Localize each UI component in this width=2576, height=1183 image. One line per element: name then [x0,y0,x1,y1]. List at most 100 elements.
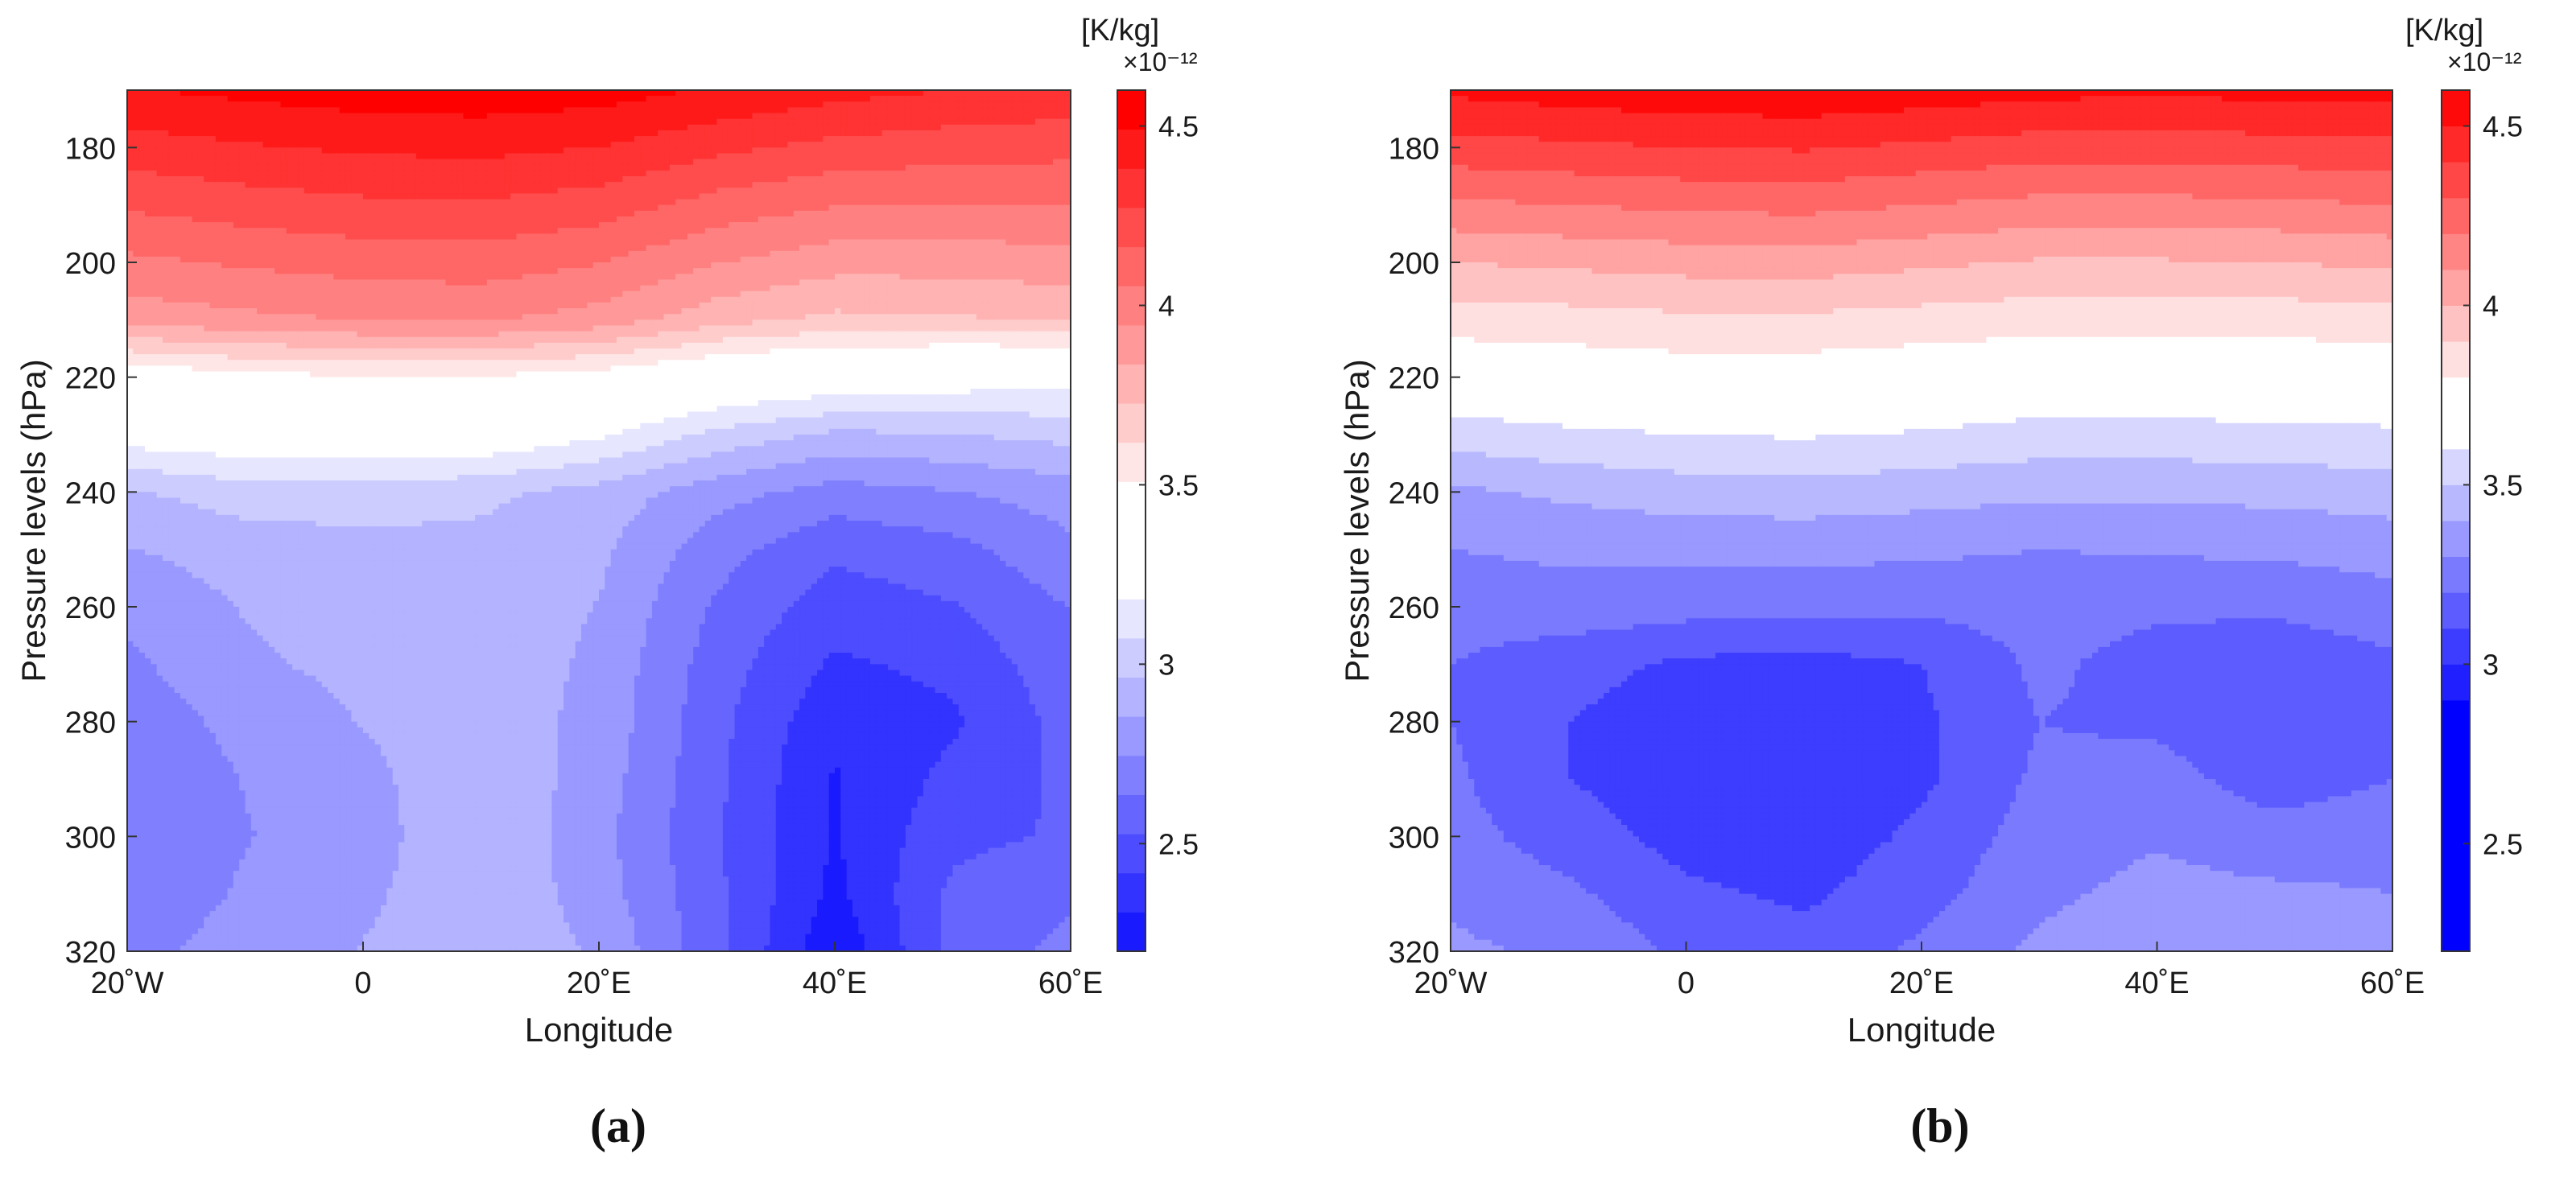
contour-cell [746,90,753,97]
contour-cell [953,96,960,102]
contour-cell [752,96,758,102]
contour-cell [858,90,865,97]
contour-cell [734,101,741,108]
contour-cell [498,96,505,102]
contour-cell [581,90,588,97]
contour-cell [670,101,676,108]
contour-cell [700,96,706,102]
contour-cell [746,96,753,102]
contour-cell [935,107,942,113]
contour-cell [900,96,906,102]
contour-cell [817,107,824,113]
contour-cell [652,101,658,108]
contour-cell [847,107,853,113]
contour-cell [964,101,971,108]
contour-cell [964,96,971,102]
contour-cell [475,107,481,113]
contour-cell [888,96,894,102]
contour-cell [634,90,641,97]
contour-cell [1035,90,1042,97]
contour-cell [198,107,204,113]
contour-cell [328,96,334,102]
contour-cell [1047,107,1054,113]
contour-cell [959,96,965,102]
contour-cell [982,101,989,108]
contour-cell [811,96,818,102]
contour-cell [298,96,304,102]
contour-cell [133,96,139,102]
contour-cell [298,90,304,97]
contour-cell [457,90,464,97]
contour-cell [953,107,960,113]
contour-cell [611,113,617,120]
contour-cell [652,90,658,97]
contour-cell [611,90,617,97]
contour-cell [865,96,871,102]
contour-cell [882,90,889,97]
contour-cell [386,96,393,102]
contour-cell [192,101,199,108]
contour-cell [787,90,794,97]
contour-cell [275,113,281,120]
contour-cell [1030,90,1036,97]
contour-cell [794,96,800,102]
contour-cell [340,113,346,120]
contour-cell [328,90,334,97]
contour-cell [446,107,452,113]
contour-cell [398,96,405,102]
contour-cell [629,101,635,108]
contour-cell [363,101,369,108]
contour-cell [475,90,481,97]
contour-cell [546,113,552,120]
contour-cell [510,107,517,113]
contour-cell [175,107,181,113]
contour-cell [393,90,399,97]
contour-cell [262,96,269,102]
contour-cell [528,113,535,120]
contour-cell [593,90,600,97]
contour-cell [316,96,322,102]
contour-cell [964,90,971,97]
contour-cell [634,107,641,113]
contour-cell [192,90,199,97]
contour-cell [363,90,369,97]
contour-cell [505,113,511,120]
contour-cell [221,107,228,113]
contour-cell [1000,96,1006,102]
contour-cell [498,107,505,113]
contour-cell [186,101,192,108]
contour-cell [675,107,682,113]
contour-cell [840,96,847,102]
contour-cell [929,107,935,113]
contour-cell [192,107,199,113]
contour-cell [935,96,942,102]
contour-cell [787,101,794,108]
contour-cell [275,101,281,108]
contour-cell [888,90,894,97]
contour-cell [357,113,364,120]
contour-cell [239,96,246,102]
contour-cell [204,90,210,97]
contour-cell [310,113,316,120]
contour-cell [428,107,435,113]
contour-cell [705,101,712,108]
contour-cell [440,96,446,102]
contour-cell [369,90,375,97]
contour-cell [210,113,217,120]
contour-cell [446,101,452,108]
contour-cell [805,96,811,102]
contour-cell [251,107,258,113]
contour-cell [404,107,411,113]
contour-cell [1005,101,1012,108]
contour-cell [386,107,393,113]
contour-cell [929,101,935,108]
contour-cell [228,96,234,102]
contour-cell [416,107,423,113]
contour-cell [340,101,346,108]
contour-cell [664,90,671,97]
contour-cell [398,101,405,108]
contour-cell [310,96,316,102]
contour-cell [251,96,258,102]
contour-cell [682,96,688,102]
contour-cell [487,101,493,108]
